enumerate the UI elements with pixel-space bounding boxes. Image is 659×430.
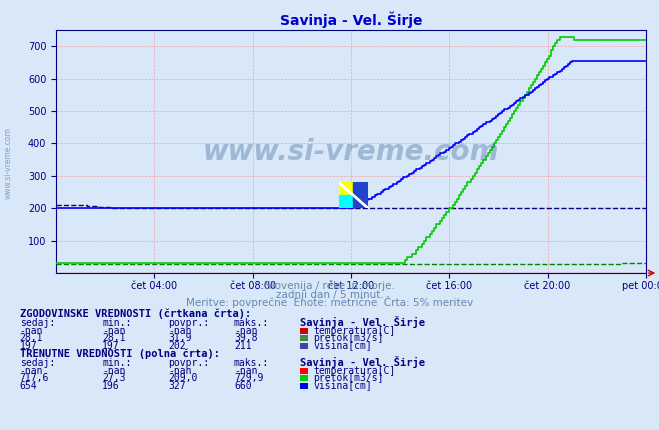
Text: maks.:: maks.: [234,357,269,368]
Text: www.si-vreme.com: www.si-vreme.com [203,138,499,166]
Text: Meritve: povprečne  Enote: metrične  Črta: 5% meritev: Meritve: povprečne Enote: metrične Črta:… [186,296,473,308]
Bar [353,182,368,208]
Text: Slovenija / reke in morje.: Slovenija / reke in morje. [264,281,395,291]
Text: -nan: -nan [20,366,43,376]
Text: 202: 202 [168,341,186,351]
Text: 197: 197 [20,341,38,351]
Text: 197: 197 [102,341,120,351]
Text: -nan: -nan [102,326,126,336]
Text: -nan: -nan [168,366,192,376]
Text: TRENUTNE VREDNOSTI (polna črta):: TRENUTNE VREDNOSTI (polna črta): [20,349,219,359]
Text: 729,9: 729,9 [234,373,264,384]
Text: 28,1: 28,1 [20,333,43,344]
Text: ZGODOVINSKE VREDNOSTI (črtkana črta):: ZGODOVINSKE VREDNOSTI (črtkana črta): [20,309,251,319]
Text: povpr.:: povpr.: [168,317,209,328]
Text: 27,3: 27,3 [102,373,126,384]
Text: sedaj:: sedaj: [20,357,55,368]
Text: povpr.:: povpr.: [168,357,209,368]
Text: temperatura[C]: temperatura[C] [313,326,395,336]
Text: www.si-vreme.com: www.si-vreme.com [3,127,13,200]
Bar [339,195,353,208]
Text: -nan: -nan [102,366,126,376]
Text: Savinja - Vel. Širje: Savinja - Vel. Širje [300,356,425,368]
Text: temperatura[C]: temperatura[C] [313,366,395,376]
Text: 327: 327 [168,381,186,391]
Text: 28,1: 28,1 [102,333,126,344]
Text: -nan: -nan [20,326,43,336]
Text: 654: 654 [20,381,38,391]
Text: Savinja - Vel. Širje: Savinja - Vel. Širje [300,316,425,328]
Text: -nan: -nan [234,326,258,336]
Text: maks.:: maks.: [234,317,269,328]
Text: min.:: min.: [102,317,132,328]
Text: 660: 660 [234,381,252,391]
Text: pretok[m3/s]: pretok[m3/s] [313,333,384,344]
Title: Savinja - Vel. Širje: Savinja - Vel. Širje [279,11,422,28]
Text: zadnji dan / 5 minut.: zadnji dan / 5 minut. [275,289,384,300]
Bar [339,182,353,195]
Text: 31,9: 31,9 [168,333,192,344]
Text: -nan: -nan [168,326,192,336]
Text: min.:: min.: [102,357,132,368]
Text: 209,0: 209,0 [168,373,198,384]
Text: -nan: -nan [234,366,258,376]
Text: pretok[m3/s]: pretok[m3/s] [313,373,384,384]
Text: višina[cm]: višina[cm] [313,381,372,391]
Text: višina[cm]: višina[cm] [313,341,372,351]
Text: 196: 196 [102,381,120,391]
Text: 717,6: 717,6 [20,373,49,384]
Text: 39,8: 39,8 [234,333,258,344]
Text: sedaj:: sedaj: [20,317,55,328]
Text: 211: 211 [234,341,252,351]
